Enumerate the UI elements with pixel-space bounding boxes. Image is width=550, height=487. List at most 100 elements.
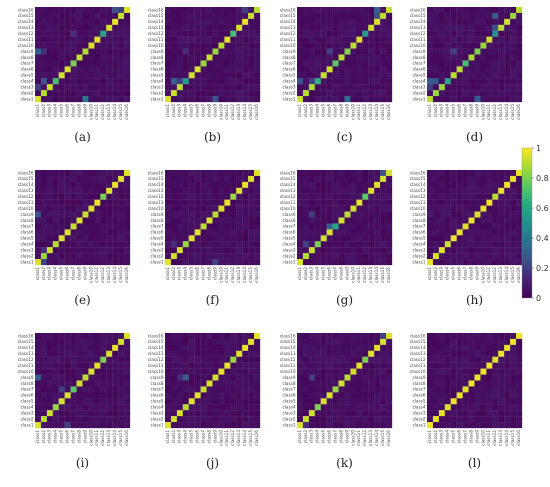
row-tick-label: class10	[148, 206, 164, 211]
heatmap-cell	[88, 54, 95, 61]
heatmap-cell	[254, 42, 261, 49]
heatmap-cell	[386, 259, 393, 266]
heatmap-cell	[356, 350, 363, 357]
heatmap-cell	[480, 54, 487, 61]
col-tick-label: class3	[47, 104, 52, 117]
panel-label: (g)	[336, 293, 353, 307]
heatmap-cell	[124, 18, 131, 25]
heatmap-cell	[46, 356, 53, 363]
heatmap-cell	[432, 7, 440, 14]
heatmap-cell	[510, 350, 517, 357]
heatmap-cell	[368, 66, 375, 73]
heatmap-cell	[112, 404, 119, 411]
heatmap-cell	[212, 12, 219, 20]
heatmap-cell	[242, 60, 249, 67]
heatmap-cell	[386, 350, 393, 357]
heatmap-cell	[70, 48, 77, 55]
row-tick-label: class11	[280, 363, 296, 368]
heatmap-cell	[182, 24, 189, 31]
heatmap-cell	[386, 404, 393, 411]
row-tick-label: class14	[280, 345, 296, 350]
heatmap-cell	[374, 66, 381, 73]
heatmap-cell	[474, 72, 481, 79]
heatmap-cell	[176, 72, 183, 79]
heatmap-cell	[70, 356, 77, 363]
heatmap-cell	[100, 247, 107, 254]
heatmap-cell	[58, 380, 65, 387]
heatmap-cell	[176, 96, 183, 103]
col-tick-label: class2	[433, 104, 438, 117]
row-tick-label: class12	[18, 357, 34, 362]
heatmap-cell	[432, 60, 440, 67]
heatmap-cell	[314, 338, 321, 346]
heatmap-cell	[76, 48, 83, 55]
heatmap-cell	[254, 333, 261, 340]
heatmap-cell	[427, 78, 434, 85]
heatmap-cell	[106, 36, 113, 43]
heatmap-cell	[112, 90, 119, 97]
heatmap-cell	[380, 54, 387, 61]
heatmap-cell	[302, 374, 310, 381]
heatmap-cell	[474, 422, 481, 429]
heatmap-cell	[468, 247, 475, 254]
heatmap-cell	[432, 380, 440, 387]
col-tick-label: class12	[492, 267, 497, 283]
heatmap-cell	[427, 374, 434, 381]
heatmap-cell	[100, 374, 107, 381]
heatmap-cell	[64, 338, 71, 346]
heatmap-cell	[100, 235, 107, 242]
heatmap-cell	[182, 48, 189, 55]
heatmap-cell	[35, 18, 42, 25]
heatmap-cell	[386, 60, 393, 67]
heatmap-cell	[438, 362, 445, 369]
heatmap-cell	[106, 42, 113, 49]
col-tick-label: class11	[94, 267, 99, 283]
heatmap-cell	[106, 235, 113, 242]
heatmap-cell	[112, 211, 119, 218]
heatmap-cell	[70, 241, 77, 248]
panel-i: class16class15class14class13class12class…	[18, 333, 131, 470]
heatmap-cell	[350, 422, 357, 429]
row-tick-label: class11	[280, 37, 296, 42]
heatmap-cell	[170, 54, 178, 61]
col-tick-label: class9	[474, 267, 479, 280]
heatmap-cell	[170, 223, 178, 230]
heatmap-cell	[438, 187, 445, 194]
heatmap-cell	[88, 7, 95, 14]
heatmap-cell	[326, 60, 333, 67]
heatmap-cell	[188, 422, 195, 429]
col-tick-label: class5	[321, 267, 326, 280]
heatmap-cell	[438, 356, 445, 363]
heatmap-cell	[194, 48, 201, 55]
heatmap-cell	[58, 187, 65, 194]
heatmap-cell	[236, 66, 243, 73]
heatmap-cell	[40, 235, 48, 242]
heatmap-cell	[314, 7, 321, 14]
heatmap-cell	[386, 223, 393, 230]
heatmap-cell	[70, 193, 77, 200]
heatmap-cell	[344, 235, 351, 242]
row-tick-label: class5	[150, 399, 163, 404]
heatmap-cell	[230, 392, 237, 399]
heatmap-cell	[462, 416, 469, 423]
heatmap-cell	[332, 42, 339, 49]
heatmap-cell	[427, 344, 434, 351]
heatmap-cell	[374, 422, 381, 429]
heatmap-cell	[320, 193, 327, 200]
heatmap-cell	[176, 60, 183, 67]
heatmap-cell	[224, 181, 231, 188]
heatmap-cell	[480, 374, 487, 381]
heatmap-cell	[124, 247, 131, 254]
heatmap-cell	[486, 217, 493, 224]
heatmap-cell	[35, 24, 42, 31]
heatmap-cell	[46, 350, 53, 357]
col-tick-label: class8	[468, 430, 473, 443]
heatmap-cell	[248, 356, 255, 363]
heatmap-cell	[106, 229, 113, 236]
heatmap-cell	[176, 84, 183, 91]
heatmap-cell	[510, 30, 517, 37]
heatmap-cell	[76, 12, 83, 20]
row-tick-label: class15	[148, 339, 164, 344]
panel-f: class16class15class14class13class12class…	[148, 170, 261, 307]
heatmap-cell	[368, 223, 375, 230]
